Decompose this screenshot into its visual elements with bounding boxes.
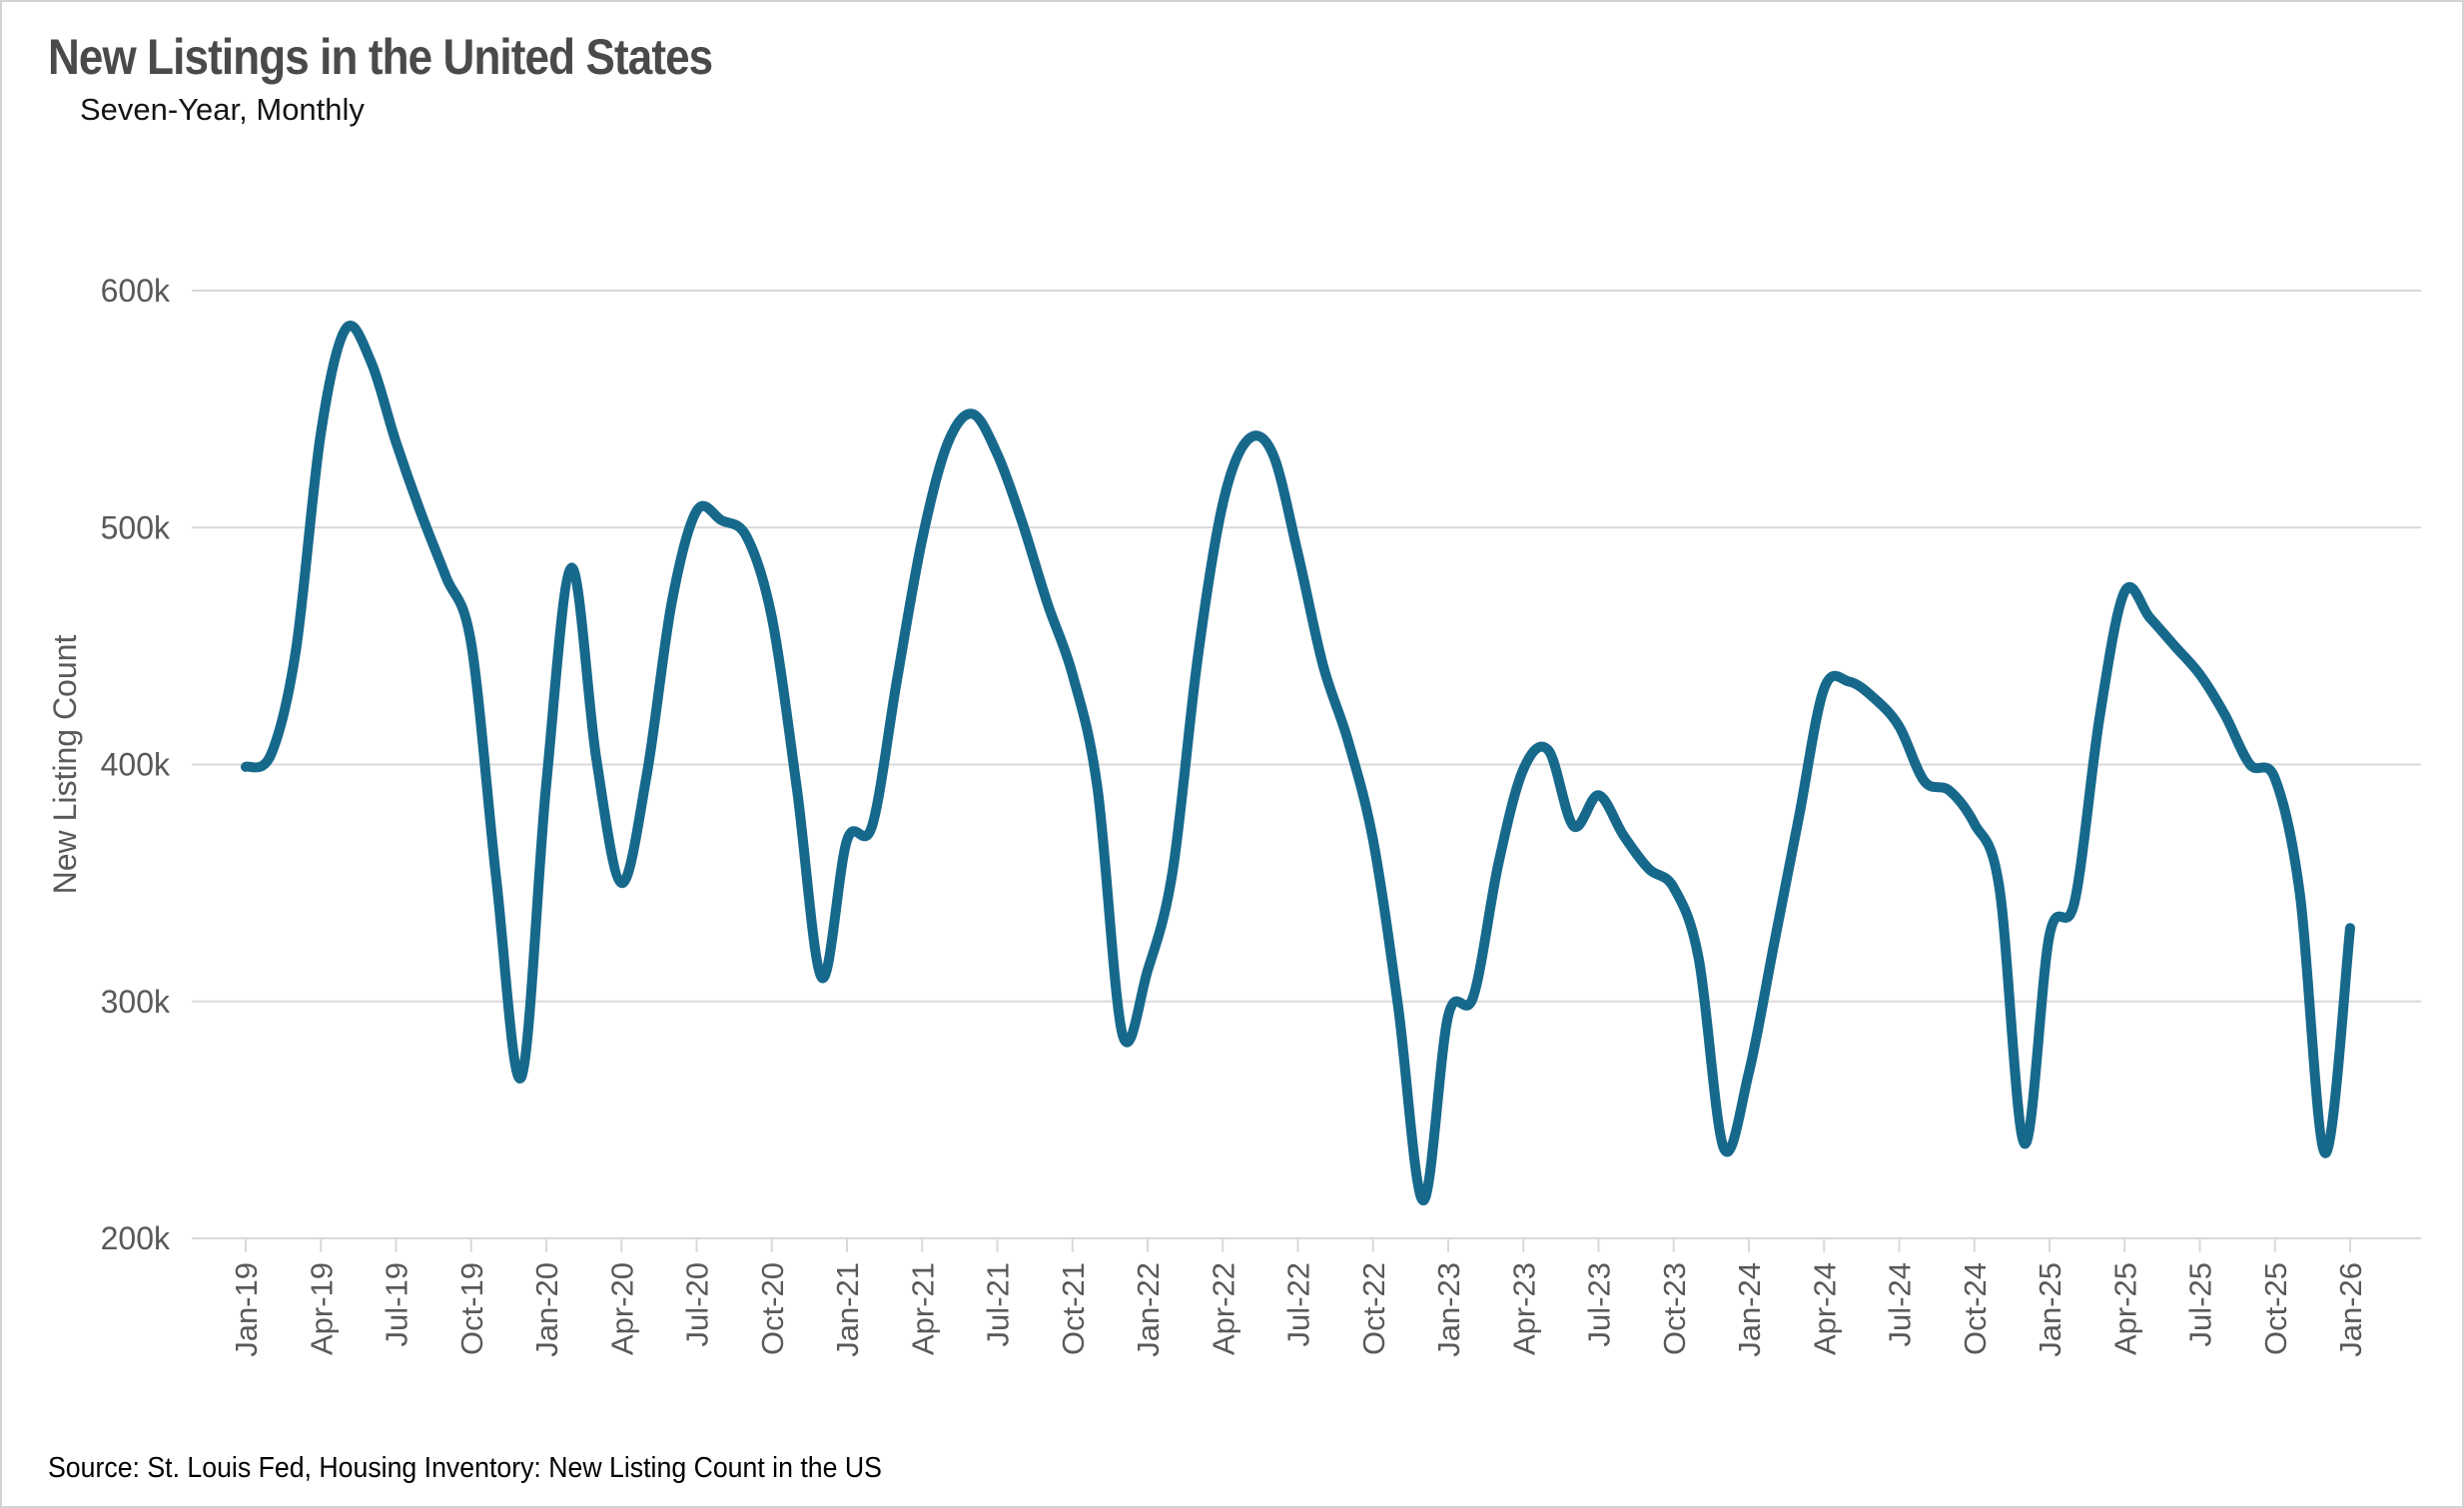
x-tick-label: Oct-20: [755, 1262, 790, 1355]
x-tick-label: Oct-24: [1958, 1262, 1993, 1355]
chart-title: New Listings in the United States: [48, 29, 713, 85]
y-tick-label: 200k: [101, 1220, 171, 1256]
chart-subtitle: Seven-Year, Monthly: [80, 92, 365, 127]
x-tick-label: Jul-22: [1281, 1262, 1316, 1346]
y-tick-label: 600k: [101, 273, 171, 309]
x-tick-label: Oct-25: [2258, 1262, 2293, 1355]
x-tick-label: Jul-19: [380, 1262, 414, 1346]
series-line-new-listings: [241, 321, 2355, 1206]
x-tick-label: Jul-21: [981, 1262, 1016, 1346]
y-tick-label: 500k: [101, 509, 171, 545]
x-tick-label: Jan-22: [1131, 1262, 1166, 1357]
x-tick-label: Jul-23: [1582, 1262, 1617, 1346]
x-tick-label: Apr-20: [604, 1262, 639, 1355]
x-tick-label: Jan-21: [830, 1262, 865, 1357]
x-tick-label: Jan-23: [1431, 1262, 1466, 1357]
x-tick-label: Jan-20: [529, 1262, 564, 1357]
x-axis-labels: Jan-19 Apr-19 Jul-19 Oct-19 Jan-20 Apr-20 Jul-…: [229, 1262, 2368, 1357]
y-tick-label: 400k: [101, 747, 171, 783]
x-tick-label: Oct-23: [1657, 1262, 1692, 1355]
y-axis-labels: 600k 500k 400k 300k 200k: [101, 273, 171, 1256]
y-axis-title: New Listing Count: [47, 635, 83, 895]
y-tick-label: 300k: [101, 984, 171, 1020]
x-tick-label: Oct-21: [1056, 1262, 1091, 1355]
x-tick-label: Apr-24: [1807, 1262, 1842, 1355]
x-tick-label: Jul-20: [680, 1262, 715, 1346]
x-tick-label: Jan-26: [2333, 1262, 2368, 1357]
x-tick-label: Apr-19: [304, 1262, 339, 1355]
x-tick-label: Oct-22: [1356, 1262, 1391, 1355]
x-tick-label: Apr-23: [1506, 1262, 1541, 1355]
gridlines: [192, 290, 2421, 1239]
x-tick-label: Apr-21: [905, 1262, 940, 1355]
x-tick-label: Apr-22: [1206, 1262, 1240, 1355]
source-note: Source: St. Louis Fed, Housing Inventory…: [48, 1452, 882, 1484]
x-tick-label: Jan-25: [2033, 1262, 2067, 1357]
x-tick-label: Jul-25: [2183, 1262, 2218, 1346]
x-tick-label: Jan-19: [229, 1262, 264, 1357]
x-axis-ticks: [245, 1238, 2351, 1252]
x-tick-label: Jan-24: [1732, 1262, 1767, 1357]
x-tick-label: Apr-25: [2107, 1262, 2142, 1355]
x-tick-label: Jul-24: [1883, 1262, 1918, 1346]
x-tick-label: Oct-19: [454, 1262, 489, 1355]
